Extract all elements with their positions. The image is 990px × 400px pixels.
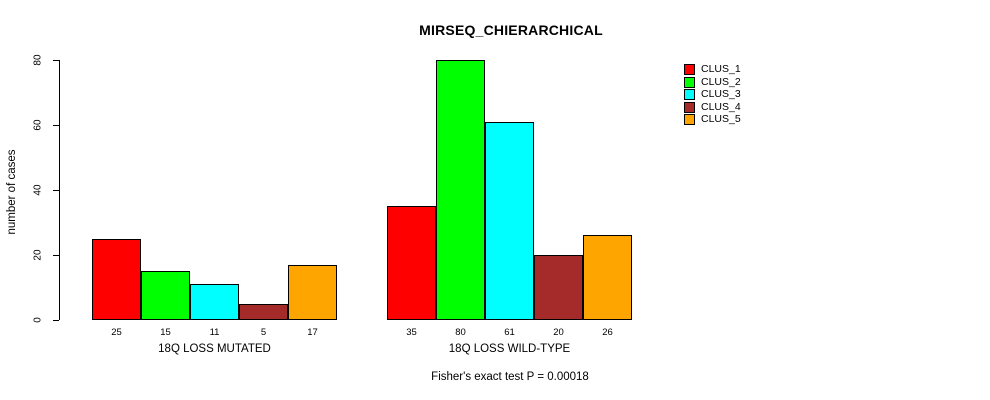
legend-label: CLUS_3 (701, 88, 741, 100)
y-tick-mark (53, 254, 59, 256)
y-tick-mark (53, 124, 59, 126)
legend-item-clus_3: CLUS_3 (684, 89, 741, 100)
bar-value-label: 11 (209, 327, 220, 338)
y-tick-mark (53, 319, 59, 321)
legend-label: CLUS_5 (701, 113, 741, 125)
legend-swatch-icon (684, 64, 695, 75)
x-group-label: 18Q LOSS MUTATED (158, 343, 271, 355)
bar-clus_3-1 (190, 284, 239, 320)
y-axis-label: number of cases (6, 149, 18, 235)
bar-clus_1-2 (387, 206, 436, 320)
legend-item-clus_1: CLUS_1 (684, 64, 741, 75)
legend-label: CLUS_1 (701, 63, 741, 75)
legend-item-clus_5: CLUS_5 (684, 114, 741, 125)
y-tick-label: 60 (32, 119, 44, 131)
bar-value-label: 15 (160, 327, 171, 338)
bar-value-label: 20 (553, 327, 564, 338)
legend-swatch-icon (684, 101, 695, 113)
legend-swatch-icon (684, 76, 695, 88)
legend-item-clus_2: CLUS_2 (684, 75, 741, 88)
bar-clus_4-2 (534, 255, 583, 320)
bar-clus_5-1 (288, 265, 337, 320)
y-tick-mark (53, 59, 59, 61)
legend-label: CLUS_4 (701, 100, 741, 113)
y-tick-label: 20 (32, 249, 44, 261)
y-tick-mark (53, 189, 59, 191)
bar-clus_3-2 (485, 122, 534, 320)
y-tick-label: 0 (32, 317, 44, 323)
bar-value-label: 35 (406, 327, 417, 338)
bar-value-label: 80 (455, 327, 466, 338)
legend: CLUS_1 CLUS_2 CLUS_3 CLUS_4 CLUS_5 (684, 64, 741, 127)
bar-value-label: 17 (307, 327, 318, 338)
legend-label: CLUS_2 (701, 75, 741, 88)
legend-item-clus_4: CLUS_4 (684, 100, 741, 113)
y-tick-label: 80 (32, 54, 44, 66)
bar-clus_4-1 (239, 304, 288, 320)
bar-clus_1-1 (92, 239, 141, 320)
bar-value-label: 5 (260, 327, 267, 338)
legend-swatch-icon (684, 89, 695, 100)
bar-clus_2-1 (141, 271, 190, 320)
bar-clus_5-2 (583, 235, 632, 320)
bar-value-label: 26 (602, 327, 613, 338)
x-group-label: 18Q LOSS WILD-TYPE (448, 343, 571, 355)
y-tick-label: 40 (32, 184, 44, 196)
bar-value-label: 25 (111, 327, 122, 338)
chart-title: MIRSEQ_CHIERARCHICAL (419, 22, 603, 38)
y-axis-line (59, 60, 60, 320)
bar-clus_2-2 (436, 60, 485, 320)
caption: Fisher's exact test P = 0.00018 (431, 371, 589, 383)
bar-value-label: 61 (504, 327, 515, 338)
legend-swatch-icon (684, 114, 695, 125)
